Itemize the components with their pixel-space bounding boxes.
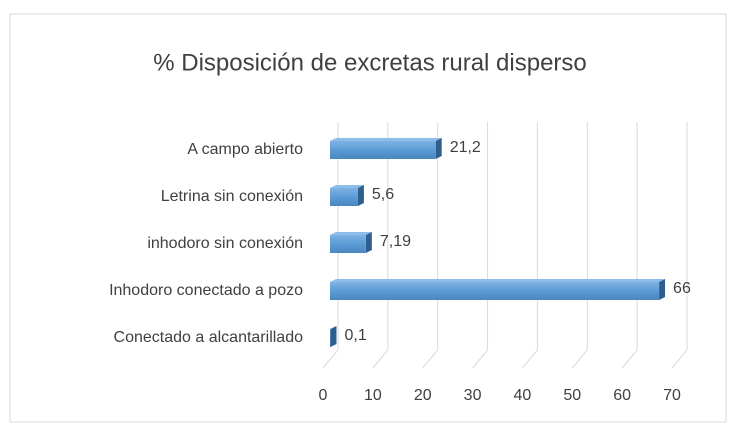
grid-line xyxy=(571,122,588,369)
data-label: 5,6 xyxy=(372,186,394,203)
bar-top xyxy=(330,185,364,188)
grid-line xyxy=(621,122,638,369)
bar xyxy=(330,141,436,159)
bar-top xyxy=(330,279,666,282)
bar-side xyxy=(659,279,666,300)
bar xyxy=(330,282,660,300)
x-tick-label: 50 xyxy=(563,387,581,404)
bar-top xyxy=(330,232,372,235)
data-label: 21,2 xyxy=(450,139,481,156)
x-tick-label: 60 xyxy=(613,387,631,404)
y-tick-label: A campo abierto xyxy=(187,141,303,158)
x-tick-label: 10 xyxy=(364,387,382,404)
bar xyxy=(330,235,366,253)
bar xyxy=(330,329,331,347)
bar-side xyxy=(357,185,364,206)
y-tick-label: Letrina sin conexión xyxy=(161,188,303,205)
chart-frame xyxy=(9,13,727,423)
bar-side xyxy=(365,232,372,253)
grid-line xyxy=(422,122,439,369)
y-tick-label: Inhodoro conectado a pozo xyxy=(109,282,303,299)
x-tick-label: 20 xyxy=(414,387,432,404)
data-label: 66 xyxy=(673,280,691,297)
bar xyxy=(330,188,358,206)
bar-side xyxy=(435,138,442,159)
grid-line xyxy=(522,122,538,369)
bar-side xyxy=(330,326,337,347)
data-label: 0,1 xyxy=(344,327,366,344)
grid-line xyxy=(671,122,688,369)
x-tick-label: 30 xyxy=(464,387,482,404)
x-tick-label: 70 xyxy=(663,387,681,404)
x-tick-label: 40 xyxy=(514,387,532,404)
bar-top xyxy=(330,138,442,141)
chart-title: % Disposición de excretas rural disperso xyxy=(153,49,587,76)
data-label: 7,19 xyxy=(380,233,411,250)
grid-line xyxy=(372,122,389,369)
y-tick-label: inhodoro sin conexión xyxy=(147,235,303,252)
y-tick-label: Conectado a alcantarillado xyxy=(114,329,304,346)
grid-line xyxy=(472,122,489,369)
x-tick-label: 0 xyxy=(319,387,328,404)
bar-top xyxy=(330,326,337,329)
